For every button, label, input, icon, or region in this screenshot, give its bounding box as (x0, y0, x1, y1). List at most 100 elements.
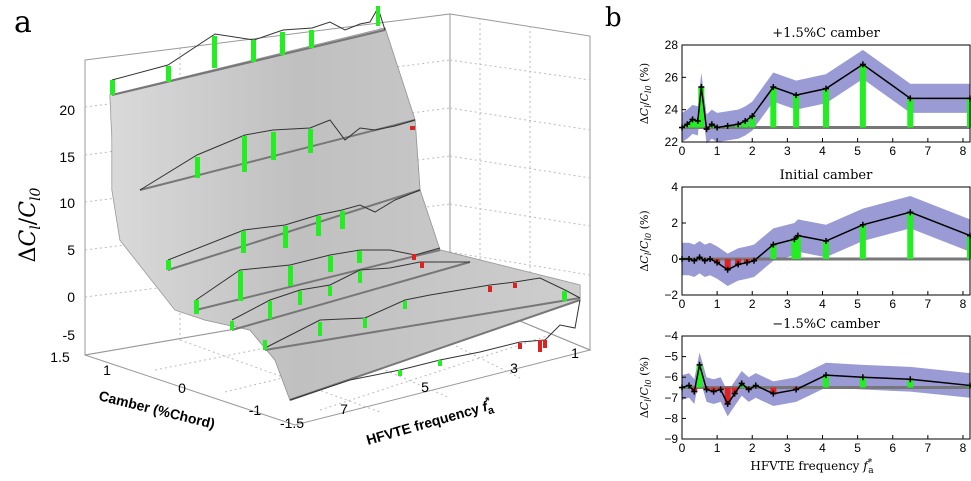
data-point (698, 84, 705, 91)
bar (823, 88, 829, 128)
x-tick-label: 3 (784, 441, 791, 455)
data-point (743, 259, 750, 266)
bar (967, 98, 971, 128)
x-axis-label: HFVTE frequency f* a (750, 458, 874, 476)
data-point (751, 257, 757, 264)
x-tick-label: 8 (960, 297, 967, 311)
y-tick-label: 0 (671, 252, 678, 266)
data-point (714, 259, 721, 266)
data-point (717, 386, 724, 393)
z-tick: -5 (63, 327, 76, 343)
data-point (696, 254, 703, 261)
data-point (794, 232, 801, 239)
axes-frame (681, 335, 971, 440)
data-point (731, 390, 738, 397)
bar (791, 239, 798, 259)
data-point (742, 117, 749, 124)
z-axis-label: ΔCl/Cl0 (16, 187, 44, 262)
data-point (724, 122, 731, 129)
y-axis-label: ΔCl/Cl0 (%) (638, 357, 653, 418)
x-tick-label: 3 (784, 297, 791, 311)
bar (696, 364, 703, 388)
data-point (907, 209, 914, 216)
series-line (681, 364, 971, 406)
bar (859, 224, 866, 259)
bar (698, 87, 705, 128)
z-tick: 0 (67, 289, 75, 305)
data-point (823, 372, 829, 379)
y-tick-label: −2 (664, 288, 678, 302)
data-point (689, 116, 696, 123)
bar (823, 241, 829, 259)
y-axis-label: ΔCl/Cl0 (%) (638, 63, 653, 124)
subplot-2: −1.5%C camber 0 1 2 3 4 5 6 7 8 −9 −8 −7 −6 −5 −4 ΔCl/Cl… (638, 317, 971, 455)
data-point (686, 382, 693, 389)
x-tick-label: 1 (714, 144, 721, 158)
data-point (735, 261, 742, 268)
x-tick-label: 2 (749, 297, 756, 311)
data-point (859, 221, 866, 228)
y-tick-label: −7 (664, 391, 678, 405)
x-tick-label: 0 (679, 144, 686, 158)
camber-tick: 1 (103, 362, 111, 378)
data-point (823, 85, 829, 92)
data-point (724, 400, 731, 407)
y-tick-label: 2 (671, 216, 678, 230)
data-point (703, 386, 710, 393)
x-tick-label: 7 (925, 297, 932, 311)
bar (907, 212, 914, 259)
x-tick-label: 1 (714, 441, 721, 455)
data-point (710, 388, 717, 395)
y-tick-label: −4 (664, 329, 678, 343)
subplot-title: Initial camber (780, 168, 873, 183)
z-tick: 20 (59, 102, 75, 118)
bar (859, 64, 866, 128)
data-point (707, 256, 714, 262)
axes-frame (681, 44, 971, 143)
y-tick-label: 28 (665, 38, 679, 52)
x-tick-label: 1 (714, 297, 721, 311)
bar (724, 259, 731, 270)
bar (967, 385, 971, 388)
panel-label-b: b (605, 3, 622, 33)
freq-tick: 5 (421, 379, 429, 395)
x-tick-label: 2 (749, 144, 756, 158)
camber-tick: 1.5 (50, 349, 70, 365)
data-point (708, 121, 715, 128)
bar (689, 119, 696, 128)
bar (770, 387, 777, 394)
z-tick: 10 (59, 195, 75, 211)
data-point (859, 374, 866, 381)
x-tick-label: 5 (854, 144, 861, 158)
y-tick-label: −5 (664, 350, 678, 364)
data-point (738, 380, 745, 387)
x-tick-label: 2 (749, 441, 756, 455)
data-point (684, 121, 691, 128)
x-tick-label: 8 (960, 441, 967, 455)
x-tick-label: 8 (960, 144, 967, 158)
bar (724, 387, 731, 404)
data-point (745, 386, 752, 393)
subplot-title: −1.5%C camber (772, 317, 880, 332)
data-point (735, 121, 742, 128)
x-tick-label: 3 (784, 144, 791, 158)
data-point (752, 382, 759, 389)
data-point (791, 236, 798, 243)
y-tick-label: −6 (664, 370, 678, 384)
camber-tick: 0 (178, 380, 186, 396)
data-point (859, 61, 866, 68)
x-tick-label: 4 (819, 297, 826, 311)
x-tick-label: 6 (889, 297, 896, 311)
y-tick-label: −9 (664, 432, 678, 446)
x-tick-label: 5 (854, 297, 861, 311)
axes-frame (681, 186, 971, 296)
bar (749, 116, 756, 128)
panel-a: a (14, 5, 592, 448)
data-point (691, 388, 698, 395)
data-point (701, 257, 708, 264)
bar (694, 120, 701, 128)
data-point (686, 256, 693, 262)
bar (907, 379, 914, 388)
